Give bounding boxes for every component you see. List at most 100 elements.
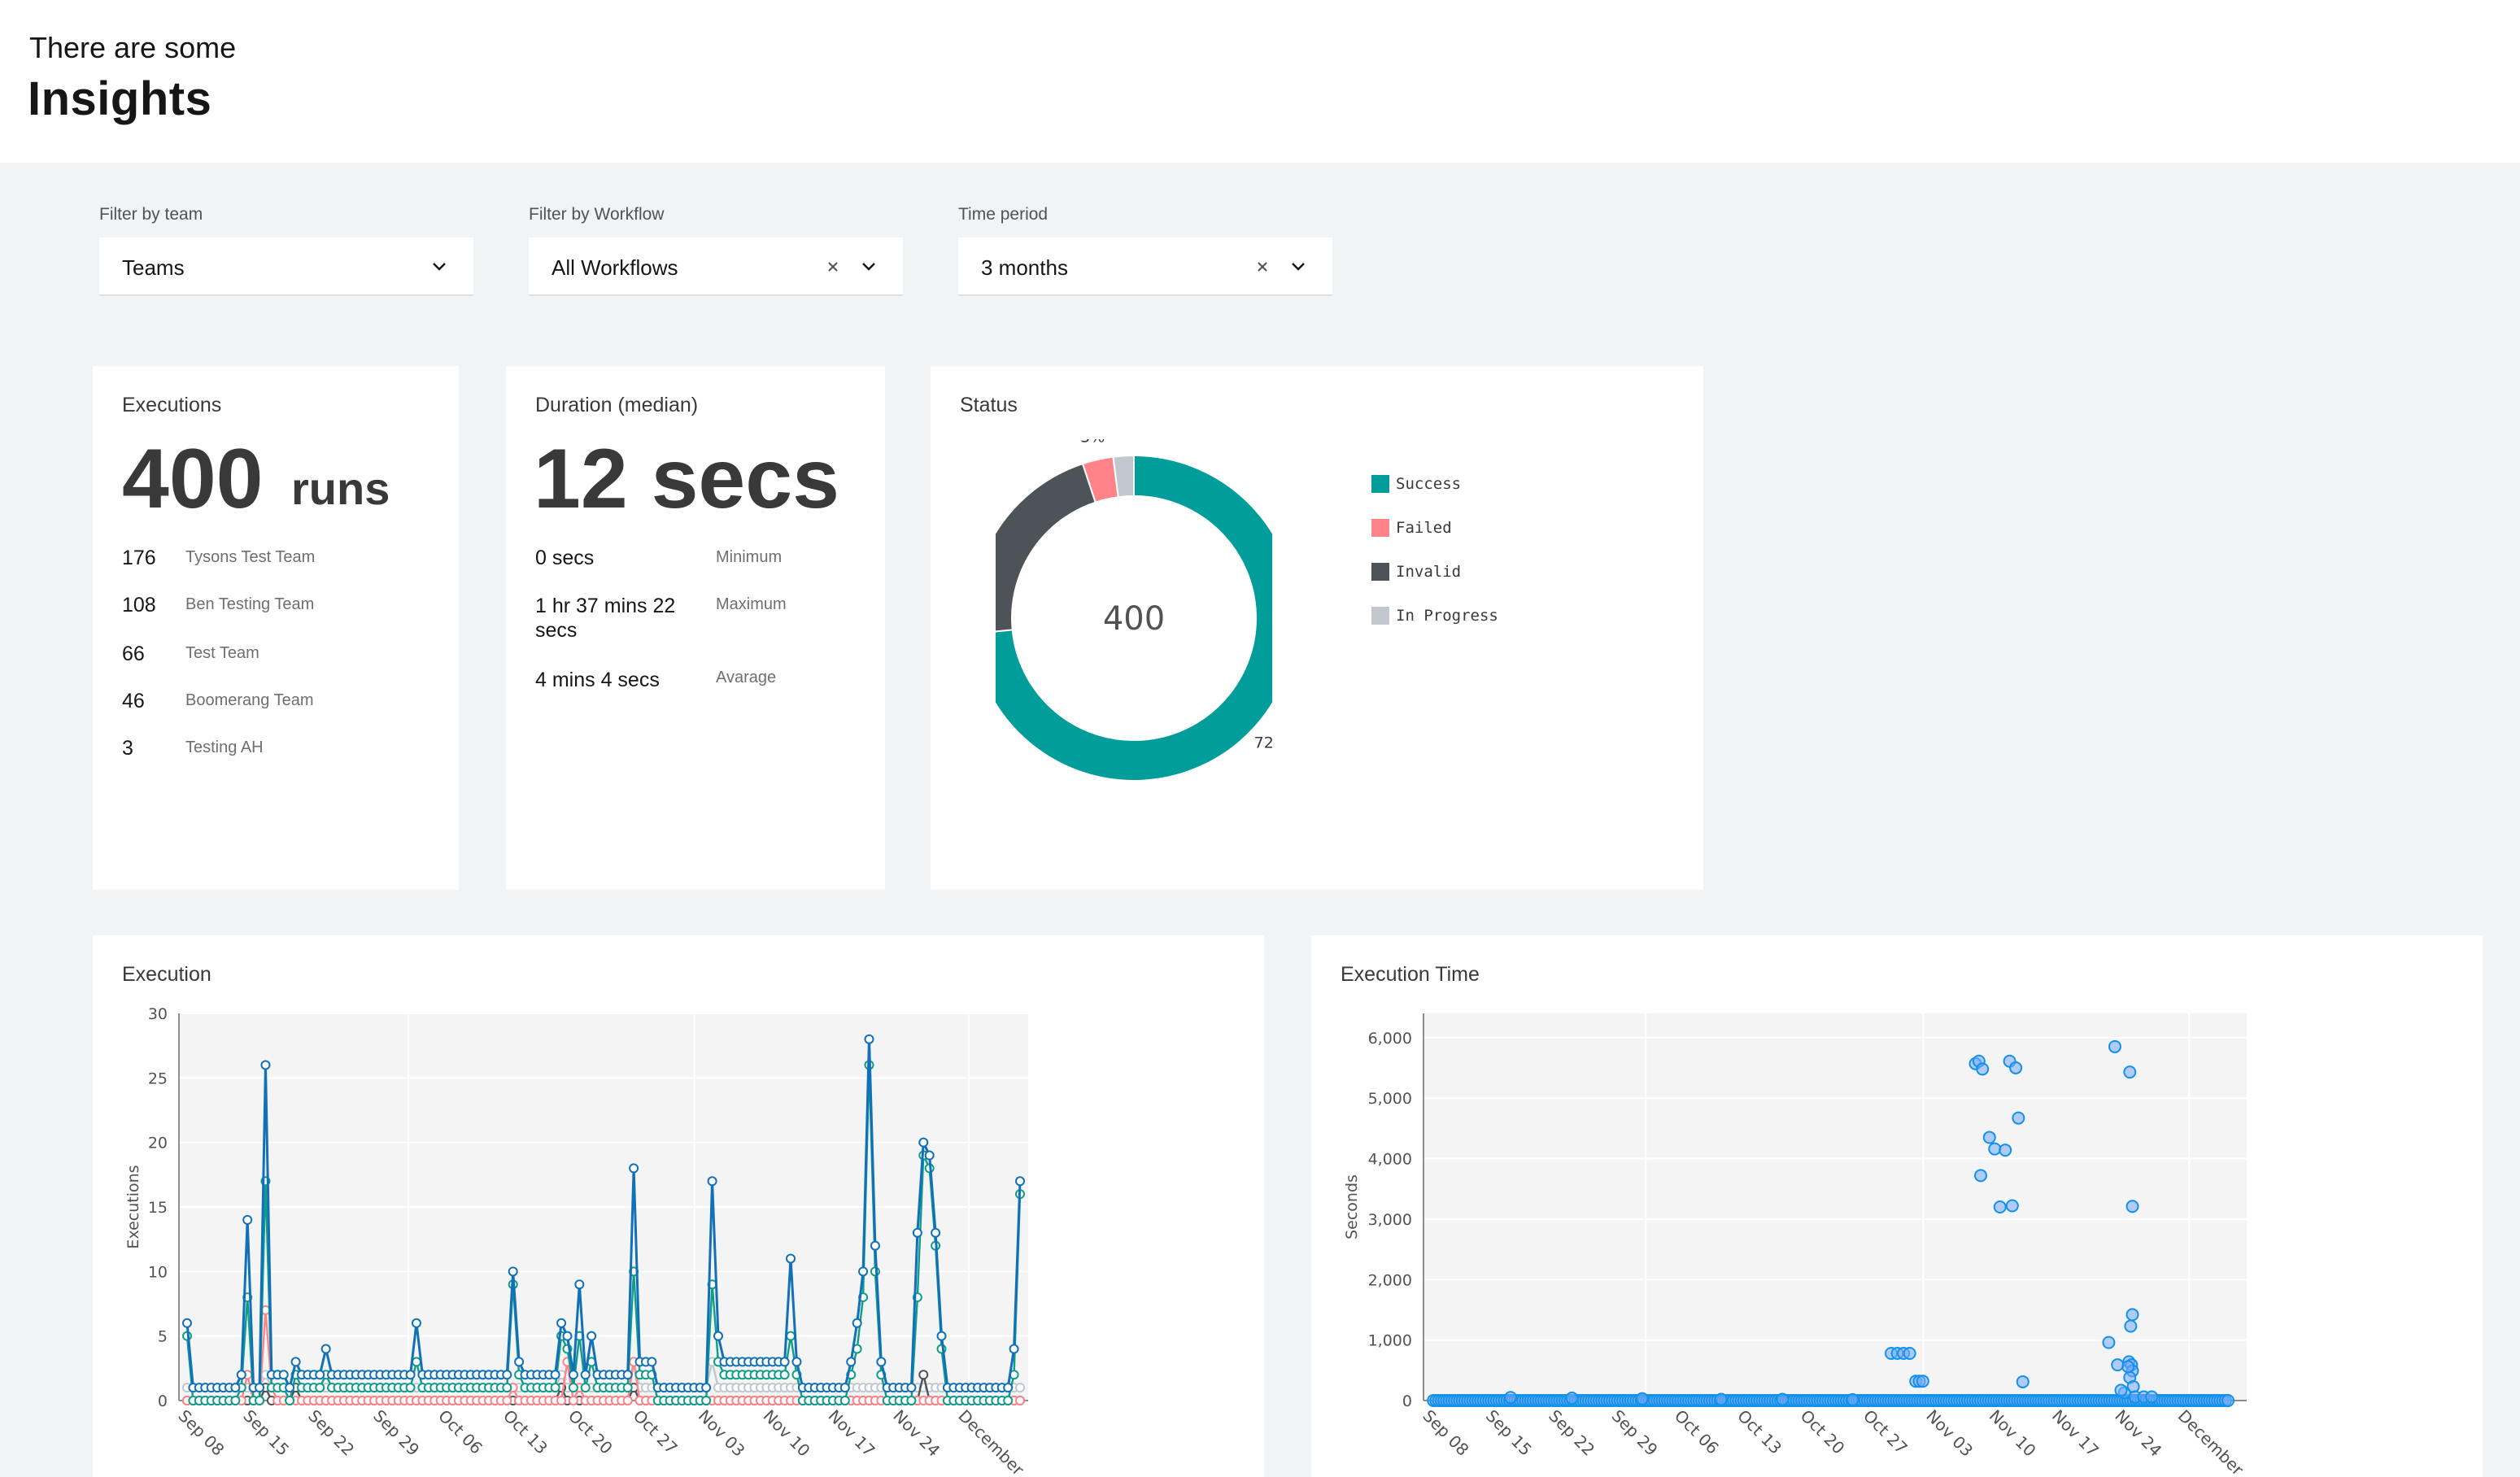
data-point (647, 1357, 657, 1367)
time-period-value: 3 months (981, 255, 1068, 280)
x-tick-label: Nov 24 (889, 1406, 944, 1461)
scatter-point (2005, 1199, 2019, 1213)
duration-stat-value: 1 hr 37 mins 22 secs (535, 595, 676, 642)
data-point (1015, 1383, 1025, 1393)
execution-time-scatter-chart: 0 1,000 2,000 3,000 4,000 5,000 6,000 Seconds Se… (1343, 1013, 2248, 1477)
team-filter-dropdown[interactable]: Teams (99, 237, 473, 296)
clear-selection-icon[interactable] (822, 255, 844, 278)
legend-label: In Progress (1396, 607, 1498, 625)
data-point (858, 1266, 869, 1277)
data-point (786, 1331, 796, 1341)
data-point (315, 1383, 325, 1393)
scatter-point (2125, 1308, 2139, 1322)
data-point (918, 1137, 929, 1148)
x-tick-label: Oct 06 (434, 1406, 486, 1458)
data-point (1009, 1344, 1019, 1354)
data-point (405, 1383, 416, 1393)
legend-swatch (1371, 563, 1389, 581)
x-tick-label: Nov 10 (1986, 1406, 2040, 1461)
x-tick-label: Sep 29 (1608, 1406, 1662, 1460)
data-point (556, 1318, 567, 1328)
data-point (586, 1331, 597, 1341)
data-point (924, 1150, 935, 1161)
data-point (320, 1344, 331, 1354)
y-tick-label: 6,000 (1368, 1030, 1412, 1048)
clear-selection-icon[interactable] (1251, 255, 1274, 278)
data-point (876, 1357, 887, 1367)
data-point (568, 1370, 578, 1380)
scatter-point (1993, 1200, 2007, 1213)
x-tick-label: Oct 13 (1733, 1406, 1785, 1458)
data-point (255, 1396, 265, 1405)
scatter-point (2012, 1111, 2025, 1125)
chevron-down-icon[interactable] (857, 255, 880, 278)
workflow-filter-dropdown[interactable]: All Workflows (529, 237, 903, 296)
legend-label: Failed (1396, 519, 1452, 537)
data-point (230, 1396, 241, 1405)
x-tick-label: Oct 06 (1671, 1406, 1723, 1458)
y-tick-label: 10 (148, 1263, 168, 1281)
data-point (779, 1357, 790, 1367)
team-name: Test Team (185, 644, 259, 662)
y-tick-label: 30 (148, 1005, 168, 1023)
donut-percent-label: 2% (1110, 439, 1134, 442)
data-point (556, 1396, 567, 1405)
plot-background (1423, 1013, 2247, 1401)
x-tick-label: Sep 22 (304, 1406, 358, 1460)
data-point (906, 1396, 917, 1405)
legend-label: Invalid (1396, 563, 1462, 581)
status-title: Status (960, 394, 1018, 416)
y-tick-label: 0 (1402, 1392, 1412, 1410)
scatter-point (1776, 1392, 1790, 1406)
y-tick-label: 5 (158, 1328, 168, 1346)
duration-card: Duration (median) 12 secs 0 secs Minimum… (506, 366, 885, 890)
data-point (278, 1370, 289, 1380)
data-point (580, 1370, 591, 1380)
scatter-point (1635, 1392, 1649, 1405)
scatter-point (1504, 1391, 1518, 1405)
data-point (936, 1331, 947, 1341)
time-period-dropdown[interactable]: 3 months (958, 237, 1332, 296)
team-name: Boomerang Team (185, 691, 314, 709)
scatter-point (1714, 1392, 1728, 1406)
data-point (502, 1396, 512, 1405)
team-filter-value: Teams (122, 255, 185, 280)
x-tick-label: Oct 20 (565, 1406, 617, 1458)
data-point (622, 1396, 633, 1405)
scatter-point (2123, 1065, 2137, 1079)
execution-time-chart-title: Execution Time (1341, 963, 1480, 986)
data-point (550, 1383, 560, 1393)
team-name: Tysons Test Team (185, 548, 316, 566)
chevron-down-icon[interactable] (428, 255, 451, 278)
duration-stat-value: 0 secs (535, 547, 595, 569)
legend-swatch (1371, 607, 1389, 625)
donut-center-label: 400 (1103, 600, 1165, 638)
data-point (839, 1396, 850, 1405)
data-point (786, 1253, 796, 1264)
team-count: 3 (122, 737, 133, 760)
legend-label: Success (1396, 475, 1462, 493)
scatter-point (2111, 1358, 2125, 1372)
data-point (502, 1383, 512, 1393)
scatter-point (2009, 1061, 2023, 1074)
x-tick-label: Sep 08 (174, 1406, 228, 1460)
team-filter-label: Filter by team (99, 205, 203, 224)
data-point (713, 1331, 723, 1341)
y-tick-label: 4,000 (1368, 1151, 1412, 1169)
data-point (1015, 1176, 1025, 1187)
x-tick-label: Nov 03 (1922, 1406, 1977, 1461)
execution-line-chart: 0 5 10 15 20 25 30 Executions Sep 08 Sep 15 Sep 22… (124, 1005, 1028, 1477)
y-tick-label: 5,000 (1368, 1090, 1412, 1108)
data-point (182, 1318, 192, 1328)
data-point (315, 1370, 325, 1380)
chevron-down-icon[interactable] (1287, 255, 1310, 278)
data-point (906, 1383, 917, 1393)
scatter-point (1916, 1375, 1929, 1388)
scatter-point (2108, 1039, 2121, 1053)
data-point (285, 1383, 295, 1393)
executions-card: Executions 400 runs 176 Tysons Test Team… (93, 366, 459, 890)
execution-chart-card: Execution 0 5 10 15 20 25 30 Executions Sep 08 Se… (93, 935, 1264, 1477)
data-point (502, 1370, 512, 1380)
